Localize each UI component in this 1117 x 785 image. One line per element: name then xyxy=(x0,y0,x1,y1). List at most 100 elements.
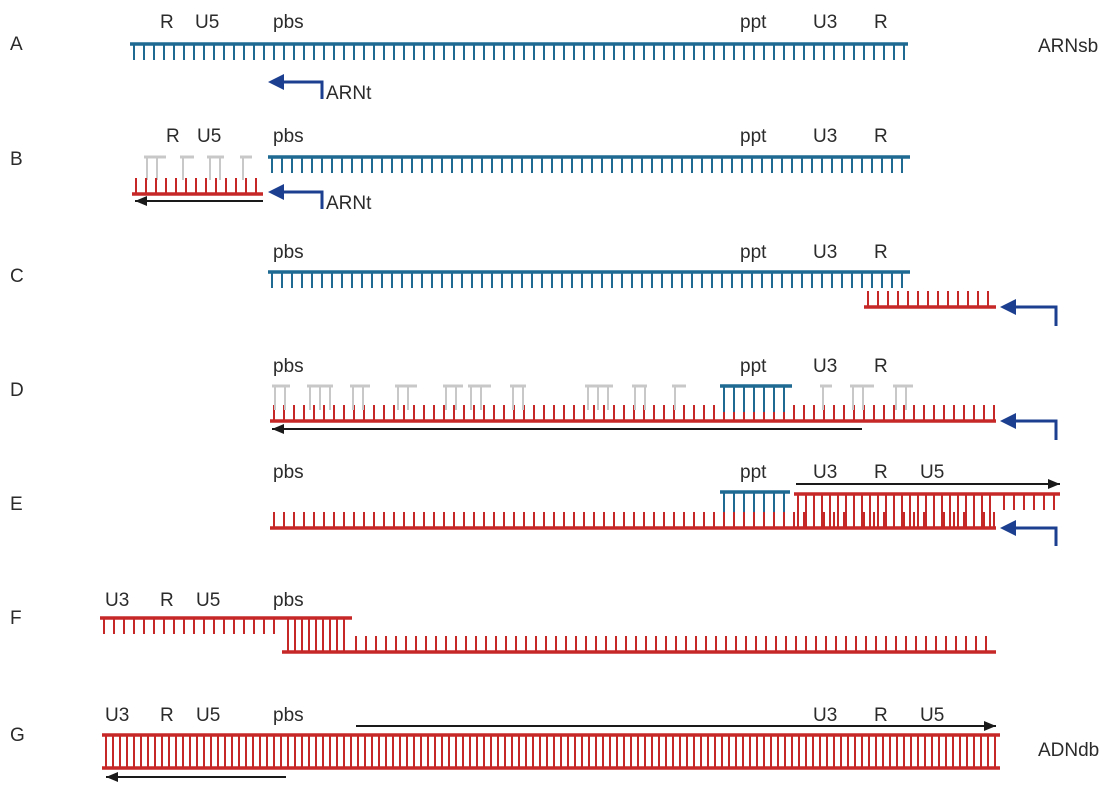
dna-strands xyxy=(270,479,1060,530)
region-label-u3: U3 xyxy=(105,590,129,611)
trna-primer-icon xyxy=(268,74,324,99)
primer-head xyxy=(1000,520,1016,536)
arrow-head xyxy=(984,721,996,731)
row-f: U3 R U5 pbs xyxy=(100,590,996,654)
region-label-pbs: pbs xyxy=(273,356,304,377)
row-letter-e: E xyxy=(10,494,23,515)
region-label-u3-3prime: U3 xyxy=(813,705,837,726)
rna-and-dna-strands xyxy=(268,270,996,309)
ppt-rna-primer xyxy=(720,490,790,512)
row-letter-a: A xyxy=(10,34,23,55)
trna-primer-icon xyxy=(1000,413,1058,440)
primer-head xyxy=(1000,299,1016,315)
region-label-ppt: ppt xyxy=(740,462,767,483)
region-label-pbs: pbs xyxy=(273,242,304,263)
primer-stem xyxy=(280,190,324,209)
synthesis-arrow-e xyxy=(796,479,1060,489)
region-label-u3: U3 xyxy=(813,12,837,33)
region-label-pbs: pbs xyxy=(273,462,304,483)
region-label-r: R xyxy=(160,705,174,726)
rna-and-dna-strands xyxy=(132,155,910,206)
region-label-r-3prime: R xyxy=(874,705,888,726)
region-label-pbs: pbs xyxy=(273,126,304,147)
synthesis-arrow-b xyxy=(135,196,263,206)
dsdna-label: ADNdb xyxy=(1038,740,1099,761)
trna-primer-icon xyxy=(1000,299,1058,326)
rna-strand xyxy=(130,42,908,60)
synthesis-arrow-g-minus xyxy=(106,772,286,782)
region-label-pbs: pbs xyxy=(273,705,304,726)
region-label-u3: U3 xyxy=(105,705,129,726)
row-e: pbs ppt U3 R U5 xyxy=(270,462,1060,546)
row-g: U3 R U5 pbs U3 R U5 ADNdb xyxy=(102,705,1099,782)
row-letter-b: B xyxy=(10,149,23,170)
trna-primer-icon xyxy=(268,184,324,209)
region-label-u5: U5 xyxy=(197,126,221,147)
arrow-head xyxy=(1048,479,1060,489)
region-label-pbs: pbs xyxy=(273,590,304,611)
region-label-r-3prime: R xyxy=(874,126,888,147)
primer-head xyxy=(268,184,284,200)
degraded-rna-and-dna-strands xyxy=(270,384,996,434)
row-c: pbs ppt U3 R xyxy=(268,242,1058,326)
primer-arrow xyxy=(268,184,324,209)
row-a: R U5 pbs ppt U3 R ARNt ARNsb xyxy=(130,12,1098,104)
primer-arrow xyxy=(268,74,324,99)
rna-strand-c xyxy=(268,270,910,288)
arrow-head xyxy=(135,196,147,206)
row-letter-c: C xyxy=(10,266,24,287)
degraded-rna-fragments xyxy=(272,384,913,410)
arrow-head xyxy=(106,772,118,782)
primer-stem xyxy=(280,80,324,99)
primer-head xyxy=(268,74,284,90)
rna-strand-b xyxy=(268,155,910,173)
region-label-u5-3prime: U5 xyxy=(920,705,944,726)
rna-strand-a xyxy=(130,42,908,60)
synthesis-arrow-d xyxy=(272,424,862,434)
row-letter-f: F xyxy=(10,608,22,629)
region-label-ppt: ppt xyxy=(740,356,767,377)
trna-label: ARNt xyxy=(326,193,372,214)
ssrna-label: ARNsb xyxy=(1038,36,1098,57)
dna-strands xyxy=(100,616,996,654)
region-label-u5: U5 xyxy=(196,590,220,611)
synthesis-arrow-g-plus xyxy=(356,721,996,731)
region-label-r: R xyxy=(874,462,888,483)
primer-stem xyxy=(1012,526,1058,546)
region-label-u3: U3 xyxy=(813,242,837,263)
degraded-rna-fragments xyxy=(144,155,252,180)
region-label-ppt: ppt xyxy=(740,12,767,33)
primer-stem xyxy=(1012,419,1058,440)
primer-stem xyxy=(1012,305,1058,326)
region-label-u3: U3 xyxy=(813,356,837,377)
double-stranded-dna xyxy=(102,721,1000,782)
row-letter-d: D xyxy=(10,380,24,401)
region-label-u5: U5 xyxy=(196,705,220,726)
region-label-pbs: pbs xyxy=(273,12,304,33)
region-label-r: R xyxy=(874,242,888,263)
region-label-u3: U3 xyxy=(813,126,837,147)
trna-primer-icon xyxy=(1000,520,1058,546)
row-d: pbs ppt U3 R xyxy=(270,356,1058,440)
primer-arrow xyxy=(1000,299,1058,326)
ppt-rna-fragment xyxy=(720,384,792,412)
primer-arrow xyxy=(1000,520,1058,546)
dna-strand-b xyxy=(132,178,263,196)
region-label-r-3prime: R xyxy=(874,12,888,33)
trna-label: ARNt xyxy=(326,83,372,104)
region-label-u5: U5 xyxy=(920,462,944,483)
region-label-r: R xyxy=(874,356,888,377)
region-label-r: R xyxy=(160,12,174,33)
plus-strand-dna-e xyxy=(794,492,1060,528)
region-label-r: R xyxy=(166,126,180,147)
arrow-head xyxy=(272,424,284,434)
region-label-ppt: ppt xyxy=(740,242,767,263)
dna-strand-e xyxy=(270,512,996,530)
primer-arrow xyxy=(1000,413,1058,440)
primer-head xyxy=(1000,413,1016,429)
dna-strand-c xyxy=(864,291,996,309)
region-label-r: R xyxy=(160,590,174,611)
row-b: R U5 pbs ppt U3 R ARNt xyxy=(132,126,910,214)
dna-strand-d xyxy=(270,405,996,423)
